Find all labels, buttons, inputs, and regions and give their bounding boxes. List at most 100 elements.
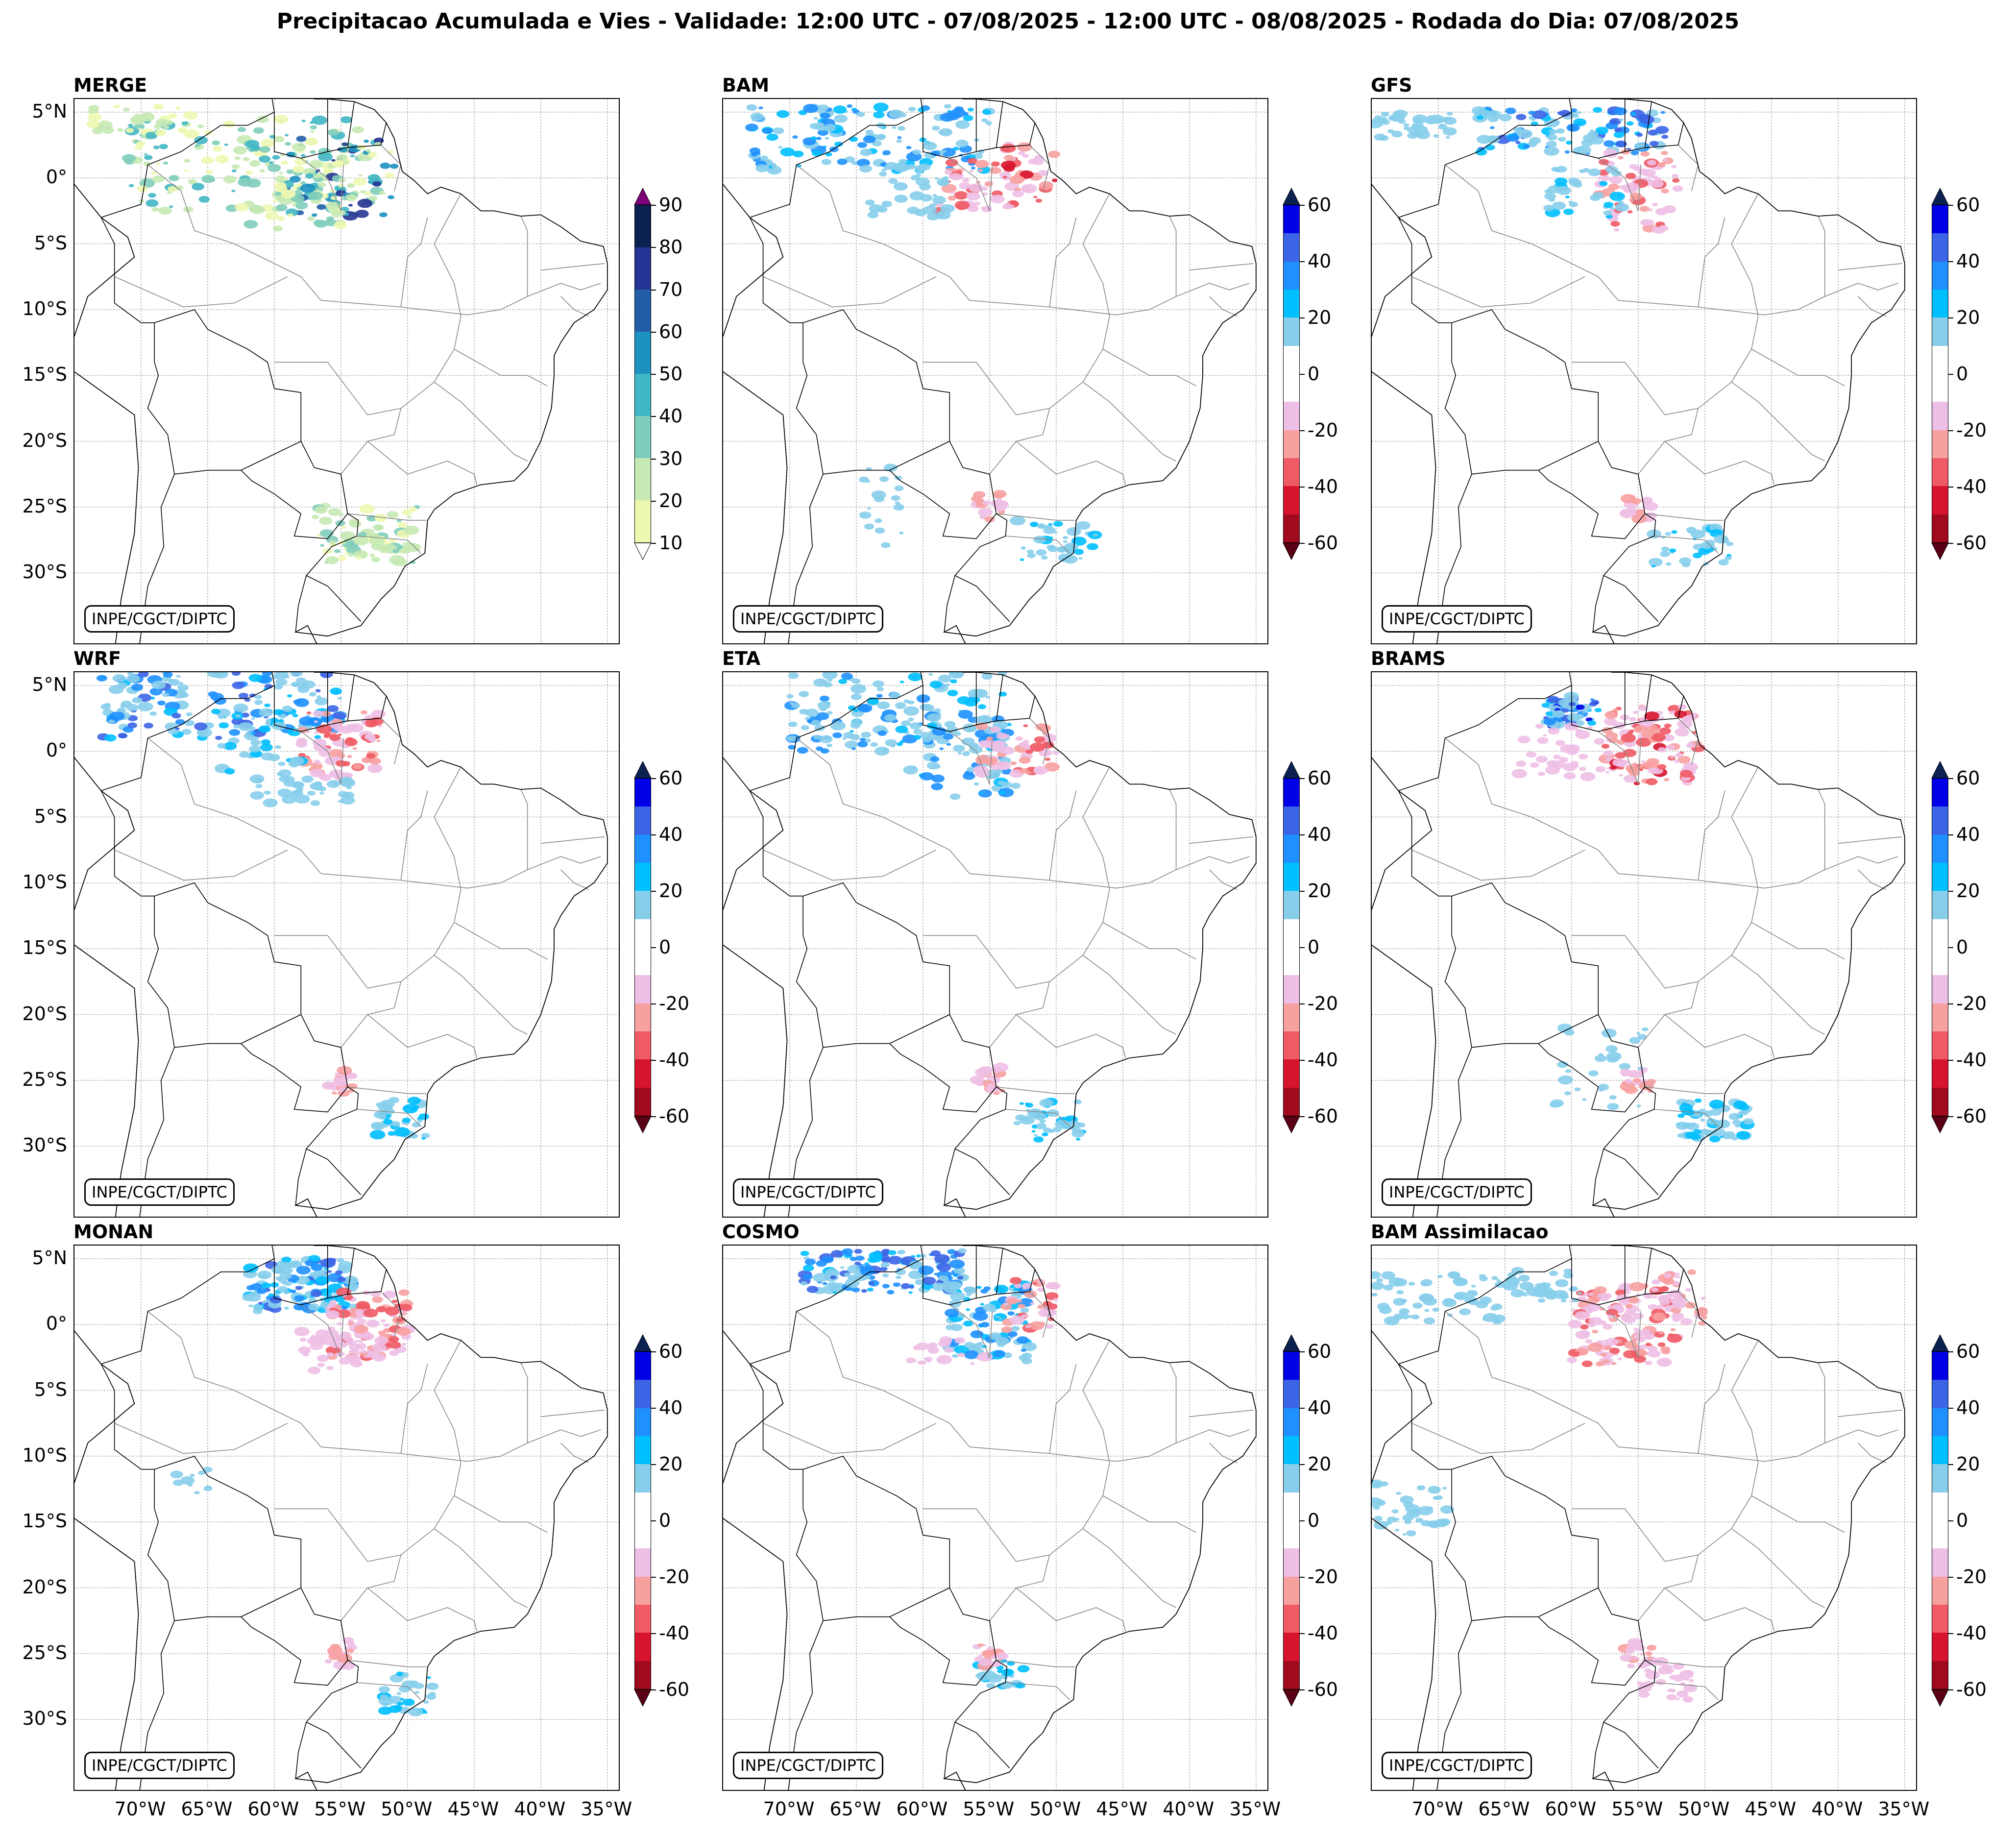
precip-cell [970, 1362, 975, 1365]
precip-cell [1555, 177, 1568, 186]
precip-cell [1629, 1282, 1645, 1292]
precip-cell [120, 704, 127, 708]
country-border [1398, 790, 1659, 1196]
precip-cell [884, 166, 890, 170]
precip-cell [1613, 131, 1625, 138]
precip-cell [1442, 1298, 1457, 1307]
precip-cell [333, 1077, 345, 1084]
precip-cell [955, 120, 970, 129]
precip-cell [282, 706, 293, 712]
precip-cell [1677, 704, 1687, 709]
lon-tick-label: 65°W [1478, 1798, 1530, 1820]
precip-cell [1574, 1351, 1579, 1355]
precip-cell [1632, 762, 1637, 766]
precip-cell [243, 220, 258, 229]
colorbar-cell [635, 1380, 651, 1408]
precip-cell [1627, 506, 1636, 512]
precip-cell [1587, 1343, 1603, 1352]
precip-cell [300, 181, 306, 185]
state-boundary [400, 1364, 428, 1454]
precip-cell [938, 1339, 951, 1347]
colorbar-cell [635, 891, 651, 919]
lat-tick-label: 30°S [22, 1134, 67, 1156]
precip-cell [813, 117, 818, 120]
precip-cell [1720, 1136, 1724, 1138]
precip-cell [1564, 150, 1570, 154]
colorbar-cell [635, 1003, 651, 1031]
precip-cell [1728, 1113, 1741, 1120]
precip-cell [982, 109, 992, 115]
precip-cell [909, 1261, 923, 1270]
colorbar-over-arrow [1931, 187, 1949, 205]
precip-cell [404, 525, 419, 535]
coastline [723, 99, 1257, 643]
precip-cell [183, 129, 199, 139]
precip-cell [752, 128, 756, 131]
precip-cell [250, 1283, 263, 1291]
precip-cell [348, 1349, 355, 1354]
country-border [271, 99, 275, 113]
precip-cell [1537, 771, 1545, 776]
precip-cell [316, 1329, 330, 1338]
precip-cell [952, 147, 959, 151]
lon-tick-label: 45°W [1745, 1798, 1797, 1820]
precip-cell [1624, 1309, 1636, 1317]
precip-cell [423, 1700, 429, 1704]
precip-cell [383, 1119, 393, 1125]
country-border [996, 675, 1003, 721]
colorbar-cell [1932, 233, 1948, 262]
precip-cell [372, 1296, 383, 1303]
precip-cell [175, 719, 185, 725]
coastline [74, 672, 608, 1217]
precip-cell [1423, 1317, 1435, 1324]
precip-cell [1574, 1087, 1581, 1092]
precip-cell [949, 173, 962, 180]
state-boundary [1598, 158, 1642, 211]
precip-cell [297, 183, 302, 186]
precip-cell [1688, 1679, 1694, 1683]
precip-cell [315, 506, 328, 514]
precip-cell [1020, 546, 1026, 550]
precip-cell [210, 693, 224, 701]
precip-cell [305, 173, 314, 179]
panel-title-merge: MERGE [73, 74, 147, 96]
precip-cell [346, 786, 352, 789]
precip-cell [1545, 711, 1555, 716]
precip-cell [119, 733, 128, 738]
precip-cell [877, 731, 887, 736]
precip-cell [1022, 154, 1029, 158]
precip-cell [885, 739, 897, 747]
precip-cell [319, 544, 325, 547]
precip-cell [970, 1330, 984, 1339]
lon-tick-label: 55°W [1611, 1798, 1663, 1820]
precip-cell [371, 1343, 387, 1352]
precip-cell [1553, 755, 1561, 759]
precip-cell [877, 701, 890, 709]
precip-cell [889, 692, 900, 699]
precip-cell [317, 152, 333, 162]
state-boundary [1731, 194, 1759, 317]
lon-tick-label: 35°W [581, 1798, 632, 1820]
precip-cell [1575, 730, 1590, 739]
precip-cell [1550, 1099, 1564, 1107]
precip-cell [1076, 1138, 1081, 1141]
precip-cell [313, 173, 322, 178]
precip-cell [231, 164, 240, 170]
precip-cell [292, 789, 303, 796]
precip-cell [978, 1655, 983, 1658]
precip-cell [1063, 555, 1078, 564]
precip-cell [1396, 1492, 1401, 1495]
precip-cell [766, 133, 778, 141]
precip-cell [313, 710, 324, 717]
state-boundary [1645, 1086, 1724, 1094]
precip-cell [287, 213, 293, 217]
colorbar-tick-label: -40 [651, 1049, 690, 1071]
precip-cell [167, 191, 172, 194]
precip-cell [376, 1306, 387, 1313]
precip-cell [867, 697, 879, 705]
lon-tick-label: 55°W [963, 1798, 1015, 1820]
precip-cell [810, 720, 821, 726]
state-boundary [347, 513, 426, 521]
precip-cell [294, 158, 307, 166]
precip-cell [806, 1286, 819, 1293]
